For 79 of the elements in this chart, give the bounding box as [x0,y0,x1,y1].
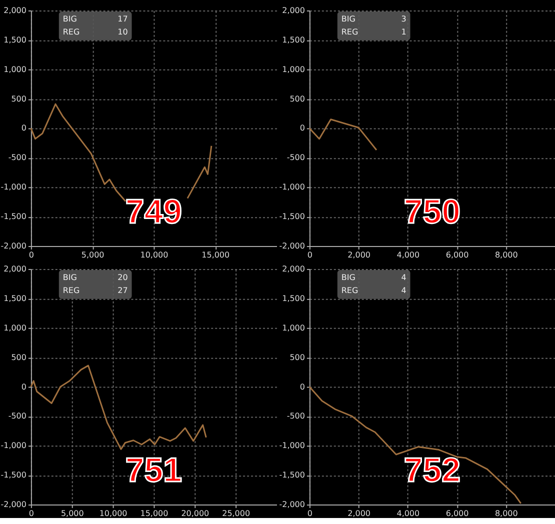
y-tick-label: -2,000 [0,242,26,251]
x-tick-label: 8,000 [494,509,518,518]
annotation: 27 [118,286,128,295]
x-tick-label: 15,000 [202,250,230,260]
annotation: BIG [62,272,77,282]
x-tick-label: 8,000 [494,250,518,260]
y-tick-label: 2,000 [4,264,26,274]
y-tick-label: -2,000 [279,242,305,251]
y-tick-label: 2,000 [4,6,26,15]
annotation: 1 [401,27,406,36]
annotation: REG [62,286,80,295]
y-tick-label: 500 [11,94,26,104]
y-tick-label: 500 [11,352,26,362]
y-tick-label: 1,500 [4,294,26,303]
annotation: BIG [341,14,356,24]
x-tick-label: 4,000 [396,509,420,518]
x-tick-label: 6,000 [446,250,469,260]
y-tick-label: -2,000 [279,500,305,510]
x-tick-label: 2,000 [348,509,370,518]
annotation: REG [62,27,80,36]
y-tick-label: 0 [300,382,305,392]
y-tick-label: -1,500 [279,470,305,480]
annotation: REG [341,27,358,36]
y-tick-label: 500 [290,352,305,362]
line-series [30,364,207,450]
x-tick-label: 20,000 [181,509,210,518]
line-series [308,118,378,151]
annotation: BIG [341,272,356,282]
y-tick-label: 1,000 [4,64,26,74]
y-tick-label: 2,000 [282,264,305,274]
annotation: 17 [118,14,128,24]
y-tick-label: -500 [286,153,305,162]
annotation: REG [341,286,358,295]
x-tick-label: 5,000 [60,509,84,518]
x-tick-label: 25,000 [222,509,250,518]
y-tick-label: 0 [300,124,305,133]
annotation: 20 [118,272,128,282]
annotation: 752 [404,452,461,490]
annotation: BIG [62,14,77,24]
annotation: 749 [125,193,182,232]
annotation: 750 [404,193,461,232]
y-tick-label: 1,000 [282,323,305,332]
y-tick-label: -500 [286,412,305,421]
x-tick-label: 10,000 [140,250,168,260]
x-tick-label: 10,000 [99,509,128,518]
y-tick-label: 1,500 [4,35,26,44]
y-tick-label: 1,000 [4,323,26,332]
annotation: 751 [125,452,182,490]
x-tick-label: 15,000 [140,509,168,518]
x-tick-label: 5,000 [81,250,104,260]
annotation: 3 [401,14,406,24]
y-tick-label: 1,500 [282,35,305,44]
line-series [308,386,522,504]
y-tick-label: 0 [21,124,26,133]
annotation: 10 [118,27,128,36]
x-tick-label: 0 [28,250,34,260]
y-tick-label: -1,500 [0,212,26,222]
y-tick-label: -1,000 [0,182,26,192]
y-tick-label: -500 [8,153,26,162]
x-tick-label: 6,000 [446,509,469,518]
y-tick-label: 1,000 [282,64,305,74]
x-tick-label: 0 [307,509,312,518]
y-tick-label: 2,000 [282,6,305,15]
annotation: 4 [401,286,406,295]
x-tick-label: 4,000 [396,250,420,260]
y-tick-label: 500 [290,94,305,104]
x-tick-label: 0 [28,509,34,518]
x-tick-label: 2,000 [348,250,370,260]
y-tick-label: -500 [8,412,26,421]
y-tick-label: -1,500 [279,212,305,222]
y-tick-label: -1,000 [0,441,26,450]
y-tick-label: 1,500 [282,294,305,303]
y-tick-label: -1,000 [279,182,305,192]
y-tick-label: 0 [21,382,26,392]
y-tick-label: -2,000 [0,500,26,510]
x-tick-label: 0 [307,250,312,260]
annotation: 4 [401,272,406,282]
y-tick-label: -1,000 [279,441,305,450]
y-tick-label: -1,500 [0,470,26,480]
